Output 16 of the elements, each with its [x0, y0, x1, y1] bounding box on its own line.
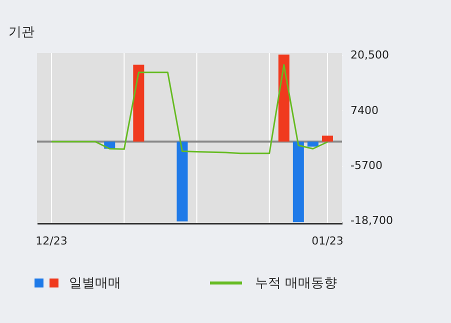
- line-series: [50, 64, 328, 154]
- bar: [176, 142, 188, 222]
- y-tick-label: 20,500: [350, 48, 389, 62]
- bar: [322, 136, 333, 142]
- bar: [278, 54, 290, 142]
- chart-title: 기관: [8, 25, 35, 40]
- bar: [292, 142, 304, 222]
- legend-label: 누적 매매동향: [255, 276, 338, 291]
- y-tick-label: -18,700: [350, 214, 393, 227]
- x-tick-label: 01/23: [312, 234, 344, 248]
- legend-label: 일별매매: [69, 276, 121, 291]
- bar: [307, 142, 318, 147]
- y-tick-label: -5700: [350, 159, 382, 172]
- x-tick-label: 12/23: [36, 234, 68, 248]
- y-tick-label: 7400: [350, 104, 378, 117]
- bar: [133, 64, 144, 142]
